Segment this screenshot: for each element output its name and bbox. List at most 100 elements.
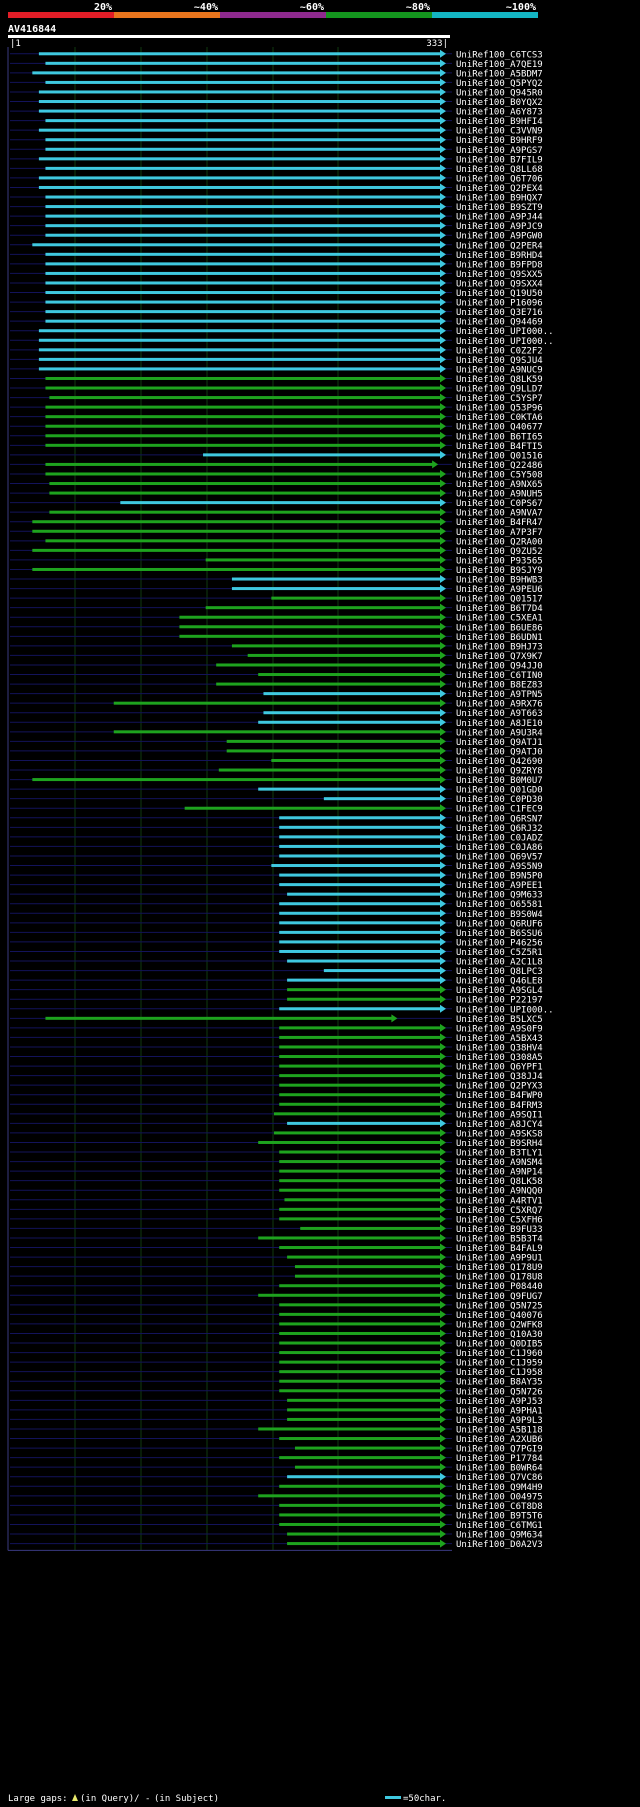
hit-arrow [440, 193, 446, 202]
hit-label: UniRef100_B9SJY9 [456, 566, 543, 576]
hit-label: UniRef100_B3TLY1 [456, 1149, 543, 1159]
hit-label: UniRef100_B6UE86 [456, 623, 543, 633]
hit-bar [279, 1513, 441, 1517]
hit-arrow [440, 804, 446, 813]
hit-bar [287, 1408, 441, 1412]
hit-bar [323, 797, 441, 801]
hit-bar [279, 1379, 441, 1383]
hit-arrow [440, 78, 446, 87]
hit-arrow [440, 441, 446, 450]
hit-label: UniRef100_Q01516 [456, 451, 543, 461]
hit-arrow [440, 555, 446, 564]
hit-bar [279, 1322, 441, 1326]
hit-bar [279, 835, 441, 839]
hit-bar [216, 682, 441, 686]
hit-label: UniRef100_Q9M633 [456, 891, 543, 901]
hit-row: UniRef100_UPI000.. [10, 326, 554, 337]
hit-label: UniRef100_Q40076 [456, 1311, 543, 1321]
hit-row: UniRef100_Q7X9K7 [10, 651, 543, 662]
hit-bar [231, 587, 441, 591]
hit-bar [294, 1465, 441, 1469]
hit-arrow [440, 775, 446, 784]
hit-bar [45, 310, 442, 314]
hit-label: UniRef100_A9TPN5 [456, 690, 543, 700]
hit-arrow [440, 1033, 446, 1042]
hit-label: UniRef100_Q308A5 [456, 1053, 543, 1063]
hit-row: UniRef100_C0Z2F2 [10, 345, 543, 356]
hit-label: UniRef100_C5XFH6 [456, 1215, 543, 1225]
hit-bar [45, 300, 442, 304]
hit-row: UniRef100_P17784 [10, 1453, 543, 1464]
hit-arrow [440, 1243, 446, 1252]
hit-row: UniRef100_A6Y873 [10, 107, 543, 118]
hit-bar [205, 558, 441, 562]
hit-arrow [440, 899, 446, 908]
hit-arrow [440, 995, 446, 1004]
hit-rows: UniRef100_C6TCS3UniRef100_A7QE19UniRef10… [10, 49, 554, 1550]
hit-label: UniRef100_A7QE19 [456, 60, 543, 70]
hit-row: UniRef100_B9HWB3 [10, 575, 543, 586]
hit-arrow [440, 1109, 446, 1118]
hit-row: UniRef100_A9PJ44 [10, 212, 543, 223]
hit-bar [287, 892, 441, 896]
hit-arrow [440, 508, 446, 517]
hit-label: UniRef100_B9RHD4 [456, 251, 543, 261]
hit-label: UniRef100_A9PGS7 [456, 146, 543, 156]
hit-row: UniRef100_B4FAL9 [10, 1243, 543, 1254]
hit-row: UniRef100_Q5N726 [10, 1386, 543, 1397]
hit-bar [45, 1016, 393, 1020]
hit-arrow [440, 660, 446, 669]
hit-bar [279, 1207, 441, 1211]
hit-row: UniRef100_Q8LK58 [10, 1176, 543, 1187]
hit-arrow [440, 909, 446, 918]
hit-arrow [440, 966, 446, 975]
hit-bar [279, 1055, 441, 1059]
hit-arrow [440, 49, 446, 58]
hit-label: UniRef100_Q2WFK8 [456, 1320, 543, 1330]
hit-row: UniRef100_C1J960 [10, 1348, 543, 1359]
hit-bar [279, 1484, 441, 1488]
hit-arrow [440, 1520, 446, 1529]
hit-bar [279, 1284, 441, 1288]
hit-arrow [440, 565, 446, 574]
hit-label: UniRef100_Q9SXX4 [456, 279, 543, 289]
hit-bar [279, 816, 441, 820]
hit-row: UniRef100_A9PHA1 [10, 1405, 543, 1416]
hit-bar [32, 243, 441, 247]
hit-label: UniRef100_Q94469 [456, 318, 543, 328]
hit-row: UniRef100_Q0DIB5 [10, 1339, 543, 1350]
hit-arrow [440, 183, 446, 192]
hit-row: UniRef100_Q5N725 [10, 1300, 543, 1311]
hit-bar [45, 539, 442, 543]
hit-bar [279, 940, 441, 944]
hit-bar [287, 978, 441, 982]
hit-row: UniRef100_Q3E716 [10, 307, 543, 318]
hit-arrow [440, 1491, 446, 1500]
hit-label: UniRef100_Q9SJU4 [456, 356, 543, 366]
hit-bar [113, 701, 442, 705]
hit-label: UniRef100_A9PGW0 [456, 232, 543, 242]
hit-row: UniRef100_B4FR47 [10, 517, 543, 528]
scale-segment [8, 12, 114, 18]
hit-row: UniRef100_A5B118 [10, 1424, 543, 1435]
hit-arrow [440, 1138, 446, 1147]
hit-row: UniRef100_A5BDM7 [10, 68, 543, 79]
hit-label: UniRef100_A8JCY4 [456, 1120, 543, 1130]
hit-label: UniRef100_B9SZT9 [456, 203, 543, 213]
hit-bar [287, 959, 441, 963]
hit-label: UniRef100_Q94JJ0 [456, 661, 543, 671]
hit-bar [279, 1026, 441, 1030]
hit-label: UniRef100_Q22486 [456, 461, 543, 471]
hit-bar [258, 1293, 441, 1297]
hit-row: UniRef100_Q8LPC3 [10, 966, 543, 977]
hit-row: UniRef100_P93565 [10, 555, 543, 566]
hit-bar [279, 825, 441, 829]
hit-bar [32, 548, 441, 552]
hit-label: UniRef100_C6TCS3 [456, 50, 543, 60]
hit-row: UniRef100_C6TCS3 [10, 49, 543, 60]
hit-arrow [440, 489, 446, 498]
hit-bar [287, 1398, 441, 1402]
hit-label: UniRef100_B0YQX2 [456, 98, 543, 108]
hit-label: UniRef100_P46256 [456, 938, 543, 948]
hit-row: UniRef100_B8AY35 [10, 1377, 543, 1388]
